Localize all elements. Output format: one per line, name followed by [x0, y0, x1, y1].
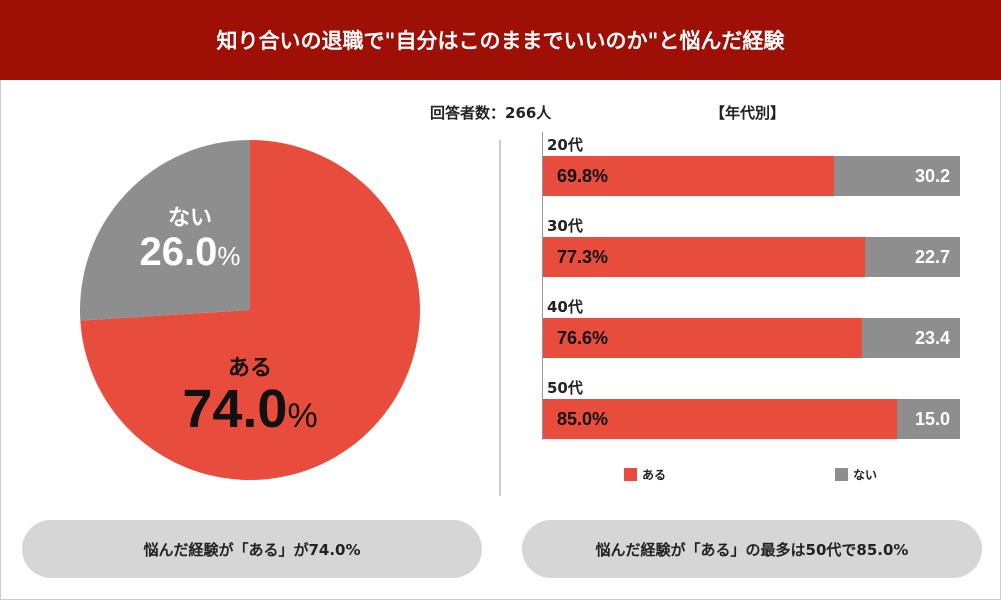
bar-row: 77.3% 22.7	[543, 237, 960, 277]
pie-unit-yes: %	[287, 397, 318, 435]
respondent-count: 回答者数：266人	[430, 104, 552, 122]
bar-row: 76.6% 23.4	[543, 318, 960, 358]
pie-value-no-number: 26.0	[139, 230, 218, 274]
age-chart-title: 【年代別】	[710, 104, 786, 122]
bar-no: 23.4	[862, 318, 960, 358]
bar-row: 85.0% 15.0	[543, 399, 960, 439]
pie-value-yes: 74.0%	[170, 382, 330, 443]
bar-yes: 85.0%	[543, 399, 898, 439]
pie-label-no: ない 26.0%	[120, 200, 260, 276]
bar-no: 15.0	[897, 399, 960, 439]
bar-yes: 69.8%	[543, 156, 835, 196]
bar-row: 69.8% 30.2	[543, 156, 960, 196]
bar-no: 22.7	[865, 237, 960, 277]
legend-label-no: ない	[853, 468, 878, 482]
legend-item-no: ない	[835, 466, 877, 483]
pie-slice-yes	[80, 140, 421, 480]
pie-unit-no: %	[217, 241, 241, 271]
bar-yes: 77.3%	[543, 237, 866, 277]
summary-right: 悩んだ経験が「ある」の最多は50代で85.0%	[522, 520, 982, 578]
pie-chart	[80, 140, 421, 480]
legend-item-yes: ある	[624, 466, 666, 483]
pie-slice-no	[80, 140, 250, 321]
pie-label-yes: ある 74.0%	[170, 350, 330, 443]
age-label: 50代	[547, 379, 583, 397]
legend-swatch-no	[835, 468, 848, 481]
pie-value-yes-number: 74.0	[182, 379, 288, 439]
summary-left: 悩んだ経験が「ある」が74.0%	[22, 520, 482, 578]
divider	[499, 140, 501, 496]
bar-yes: 76.6%	[543, 318, 863, 358]
pie-label-no-text: ない	[167, 205, 212, 230]
pie-value-no: 26.0%	[120, 232, 260, 276]
legend-label-yes: ある	[642, 468, 667, 482]
bar-no: 30.2	[834, 156, 960, 196]
chart-title: 知り合いの退職で"自分はこのままでいいのか"と悩んだ経験	[0, 0, 1001, 80]
bar-axis-line	[542, 132, 543, 440]
age-label: 40代	[547, 298, 583, 316]
pie-label-yes-text: ある	[227, 355, 272, 380]
age-label: 30代	[547, 217, 583, 235]
age-label: 20代	[547, 136, 583, 154]
legend-swatch-yes	[624, 468, 637, 481]
